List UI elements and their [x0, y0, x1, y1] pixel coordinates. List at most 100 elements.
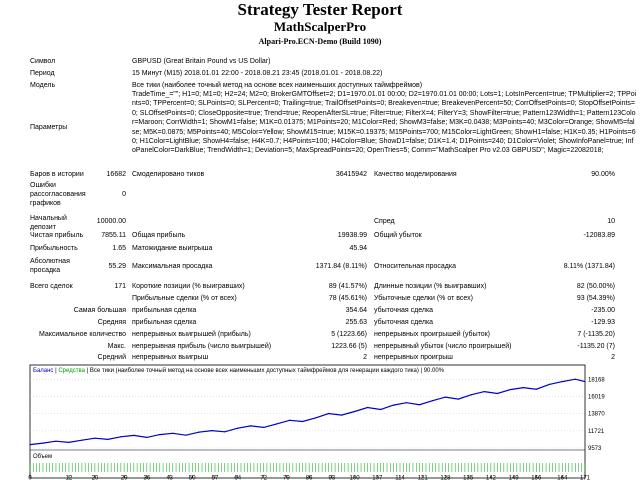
balance-point — [185, 434, 187, 436]
grossprofit-label: Общая прибыль — [132, 232, 186, 239]
balance-point — [535, 388, 537, 390]
reldd-value: 8.11% (1371.84) — [563, 263, 615, 270]
volume-bars — [29, 463, 586, 472]
volume-label: Объем — [33, 454, 52, 460]
y-tick-label: 11721 — [588, 429, 605, 435]
balance-point — [431, 400, 434, 402]
model-label: Модель — [30, 82, 56, 89]
balance-point — [405, 402, 408, 404]
av-loss-label: убыточная сделка — [374, 319, 434, 326]
balance-point — [211, 429, 213, 432]
balance-point — [315, 417, 317, 419]
maxcount-label: Максимальное количество — [38, 331, 126, 338]
balance-point — [81, 439, 83, 441]
balance-point — [237, 427, 239, 429]
balance-point — [522, 386, 524, 389]
balance-point — [289, 419, 291, 421]
ma-profit-value: 1223.66 (5) — [331, 343, 367, 350]
lg-loss-label: убыточная сделка — [374, 307, 434, 314]
balance-point — [159, 434, 161, 436]
grossloss-value: -12083.89 — [583, 232, 615, 239]
spread-label: Спред — [374, 218, 395, 225]
balance-point — [353, 410, 356, 413]
y-tick-label: 9573 — [588, 446, 602, 452]
ticks-value: 36415942 — [335, 171, 367, 178]
absdd-value: 55.29 — [108, 263, 126, 270]
y-tick-label: 16019 — [588, 395, 605, 401]
period-label: Период — [30, 70, 55, 77]
balance-point — [483, 390, 485, 393]
loss-trades-value: 93 (54.39%) — [576, 295, 615, 302]
largest-label: Самая большая — [73, 307, 126, 314]
balance-point — [276, 423, 278, 425]
y-tick-label: 13870 — [588, 412, 605, 418]
mc-losses-label: непрерывных проигрышей (убыток) — [374, 331, 491, 338]
x-tick-label: 164 — [557, 476, 568, 480]
x-tick-label: 86 — [306, 476, 313, 480]
balance-point — [302, 420, 304, 423]
av-profit-label: прибыльная сделка — [132, 319, 197, 326]
mc-wins-value: 5 (1223.66) — [331, 331, 367, 338]
balance-point — [94, 437, 96, 439]
x-tick-label: 121 — [418, 476, 429, 480]
balance-point — [172, 432, 174, 434]
balance-point — [561, 380, 563, 383]
balance-point — [470, 394, 473, 396]
x-tick-label: 12 — [66, 476, 73, 480]
symbol-label: Символ — [30, 58, 56, 65]
x-tick-label: 43 — [166, 476, 173, 480]
x-tick-label: 171 — [580, 476, 591, 480]
mc-wins-label: непрерывных выигрышей (прибыль) — [132, 331, 251, 338]
balance-chart: Баланс | Средства | Все тики (наиболее т… — [28, 364, 605, 480]
ac-wins-label: непрерывных выигрыш — [132, 354, 209, 361]
x-tick-label: 135 — [463, 476, 474, 480]
x-tick-label: 57 — [212, 476, 219, 480]
y-axis-ticks: 18168 16019 13870 11721 9573 — [588, 377, 605, 452]
expert-name: MathScalperPro — [273, 19, 367, 34]
x-tick-label: 64 — [234, 476, 241, 480]
deposit-label: Начальный депозит — [30, 215, 67, 231]
x-tick-label: 100 — [350, 476, 361, 480]
x-tick-label: 149 — [509, 476, 520, 480]
absdd-label: Абсолютная просадка — [30, 258, 70, 274]
maxdd-label: Максимальная просадка — [132, 263, 213, 270]
balance-point — [379, 408, 382, 411]
maxamt-label: Макс. — [107, 343, 126, 350]
lg-profit-label: прибыльная сделка — [132, 307, 197, 314]
avgcons-label: Средний — [97, 354, 126, 361]
quality-value: 90.00% — [591, 171, 615, 178]
errors-value: 0 — [122, 191, 126, 198]
netprofit-label: Чистая прибыль — [30, 232, 84, 239]
long-value: 82 (50.00%) — [576, 283, 615, 290]
server-name: Alpari-Pro.ECN-Demo (Build 1090) — [258, 37, 382, 46]
balance-point — [584, 380, 586, 383]
payoff-label: Матожидание выигрыша — [132, 245, 213, 252]
balance-point — [327, 412, 330, 415]
params-label: Параметры — [30, 124, 68, 131]
chart-grid — [30, 379, 585, 449]
balance-point — [146, 436, 148, 439]
ac-losses-label: непрерывных проигрыш — [374, 354, 453, 361]
balance-point — [107, 438, 109, 441]
pf-value: 1.65 — [112, 245, 126, 252]
ac-wins-value: 2 — [363, 354, 367, 361]
lg-loss-value: -235.00 — [591, 307, 615, 314]
balance-point — [457, 398, 460, 400]
legend-model: Все тики (наиболее точный метод на основ… — [90, 367, 419, 374]
ma-loss-label: непрерывный убыток (число проигрышей) — [374, 343, 512, 350]
bars-value: 16682 — [106, 171, 126, 178]
balance-point — [263, 426, 265, 429]
x-tick-label: 142 — [486, 476, 497, 480]
x-tick-label: 128 — [440, 476, 451, 480]
balance-point — [496, 392, 498, 395]
legend-text: Баланс | Средства | Все тики (наиболее т… — [33, 367, 445, 374]
x-tick-label: 50 — [189, 476, 196, 480]
profit-trades-label: Прибыльные сделки (% от всех) — [132, 295, 237, 302]
ma-profit-label: непрерывная прибыль (число выигрышей) — [132, 343, 272, 350]
deposit-value: 10000.00 — [96, 218, 126, 225]
balance-point — [29, 443, 31, 446]
x-tick-label: 107 — [372, 476, 383, 480]
trades-label: Всего сделок — [30, 283, 73, 290]
x-tick-label: 79 — [283, 476, 290, 480]
grossloss-label: Общий убыток — [374, 232, 422, 239]
